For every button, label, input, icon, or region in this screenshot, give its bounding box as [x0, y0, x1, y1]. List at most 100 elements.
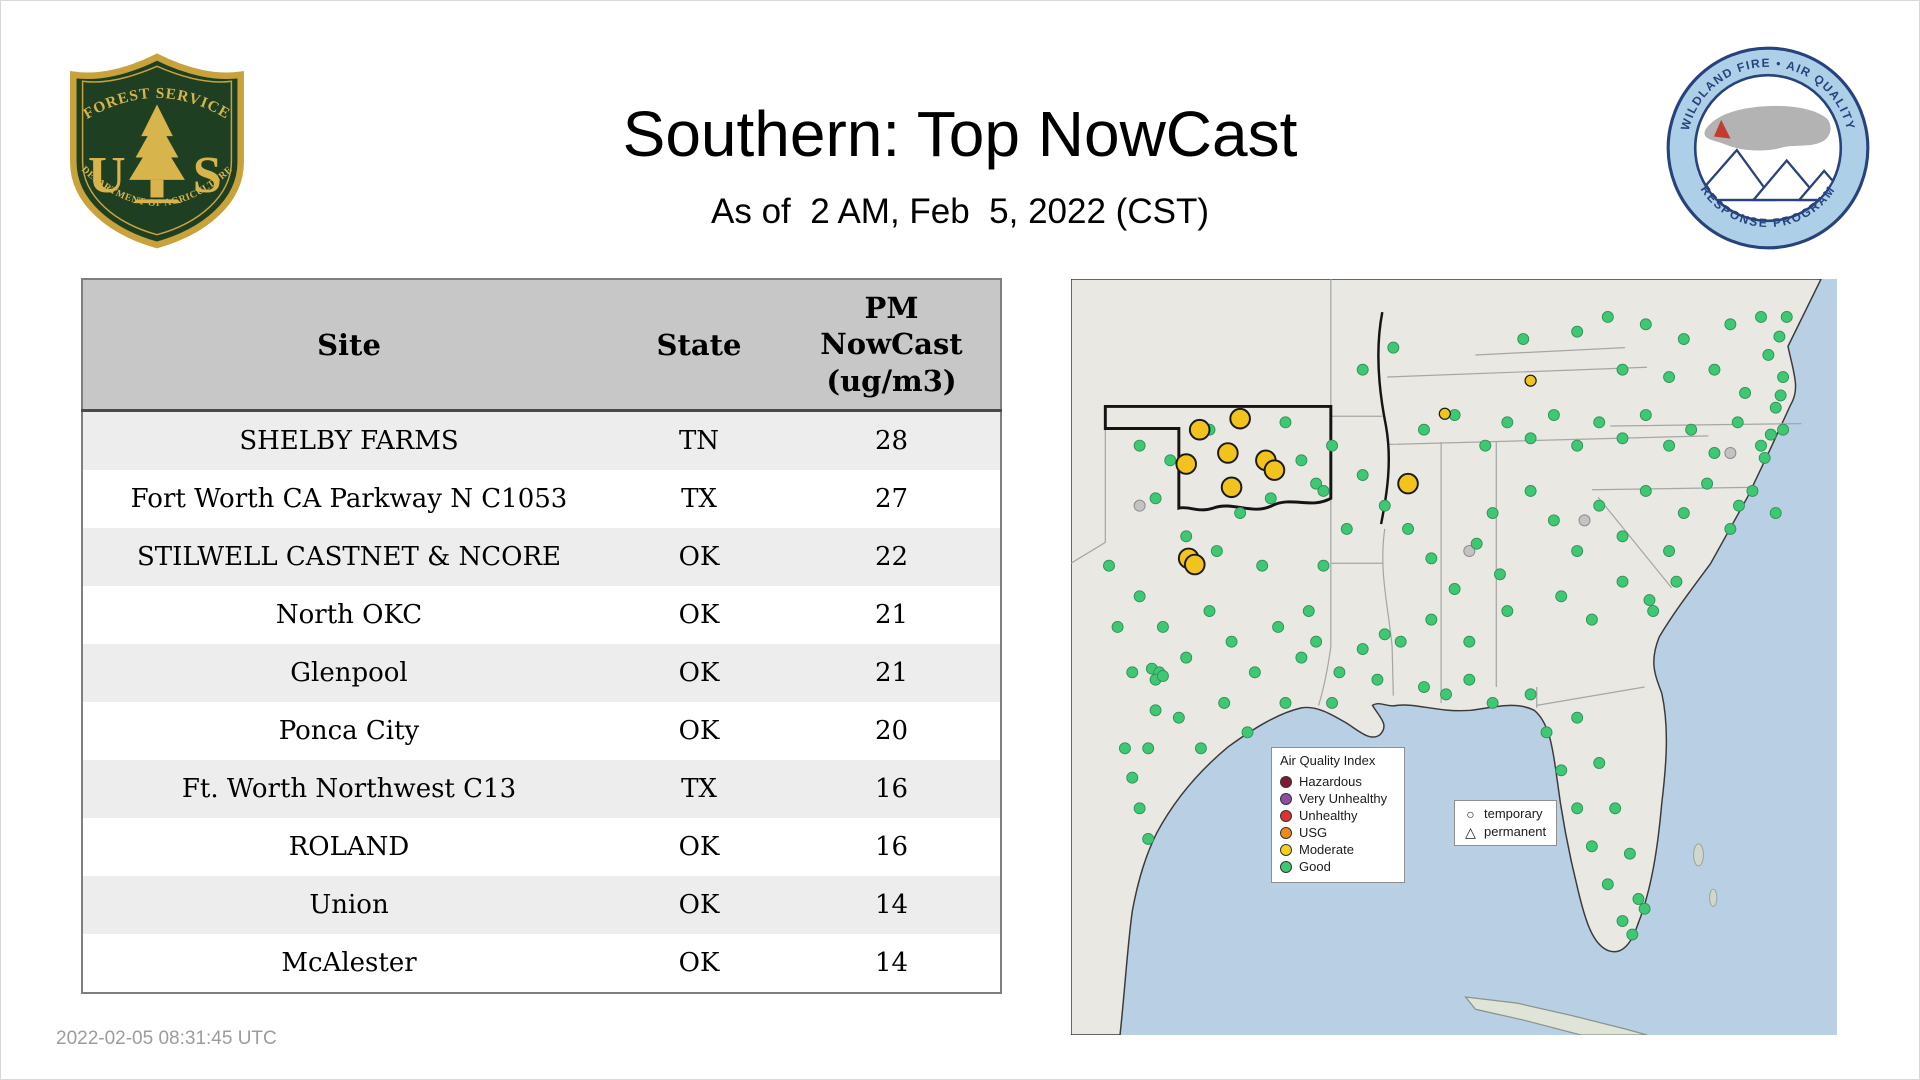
site-dot-good: [1425, 613, 1438, 626]
site-dot-good: [1731, 416, 1744, 429]
site-dot-good: [1103, 559, 1115, 572]
site-dot-good: [1601, 311, 1614, 323]
pm-value-cell: 28: [874, 426, 909, 456]
site-cell: Union: [309, 890, 389, 920]
site-dot-good: [1317, 485, 1330, 497]
site-dot-good: [1708, 447, 1721, 459]
site-cell: ROLAND: [288, 832, 410, 862]
pine-tree-icon: [129, 104, 185, 204]
site-dot-good: [1402, 523, 1414, 535]
aqi-legend-label: Moderate: [1299, 842, 1354, 857]
aqi-legend-items: Hazardous Very Unhealthy Unhealthy USG Moder…: [1280, 773, 1398, 875]
aqi-legend: Air Quality Index Hazardous Very Unhealth…: [1271, 747, 1405, 883]
site-dot-good: [1780, 311, 1793, 323]
site-dot-good: [1555, 590, 1568, 603]
site-dot-nodata: [1133, 499, 1146, 512]
aqi-legend-item: Moderate: [1280, 841, 1398, 858]
bahamas-islands: [1693, 843, 1718, 907]
site-dot-good: [1571, 711, 1584, 724]
map-dots-layer: [1103, 311, 1793, 941]
site-dot-good: [1142, 742, 1155, 755]
site-dot-good: [1593, 499, 1606, 512]
very-unhealthy-dot-icon: [1280, 792, 1292, 805]
marker-row-permanent: △ permanent: [1463, 823, 1546, 840]
site-dot-good: [1547, 514, 1560, 527]
logo-artwork: [1696, 105, 1840, 202]
site-dot-good: [1616, 363, 1629, 376]
pm-value-cell: 22: [874, 542, 909, 572]
state-cell: OK: [678, 658, 720, 688]
site-dot-good: [1418, 681, 1430, 693]
site-dot-good: [1777, 423, 1790, 436]
site-dot-good: [1317, 559, 1330, 572]
site-dot-good: [1210, 545, 1223, 557]
map-svg: [1071, 279, 1837, 1035]
site-dot-good: [1256, 559, 1269, 572]
aqi-legend-label: Hazardous: [1299, 774, 1362, 789]
site-dot-good: [1638, 902, 1651, 915]
state-cell: OK: [678, 832, 720, 862]
site-dot-good: [1295, 651, 1308, 664]
nowcast-table: Site State PM NowCast (ug/m3) SHELBY FAR…: [81, 278, 1002, 994]
site-dot-good: [1310, 477, 1323, 490]
site-dot-good: [1677, 333, 1690, 345]
state-borders: [1071, 279, 1802, 708]
site-dot-good: [1133, 590, 1146, 603]
aqi-legend-item: Unhealthy: [1280, 807, 1398, 824]
moderate-dot-icon: [1280, 843, 1292, 856]
site-dot-good: [1218, 697, 1231, 709]
temporary-label: temporary: [1484, 806, 1543, 821]
usfs-logo: FOREST SERVICE U S DEPARTMENT OF AGRICUL…: [70, 53, 244, 249]
pm-value-cell: 21: [874, 658, 909, 688]
site-dot-nodata: [1724, 446, 1737, 459]
site-dot-good: [1601, 878, 1614, 891]
site-dot-moderate: [1397, 472, 1419, 495]
hazardous-dot-icon: [1280, 775, 1292, 788]
good-dot-icon: [1280, 860, 1292, 873]
site-cell: Ponca City: [278, 716, 420, 746]
usfs-letter-s: S: [193, 147, 222, 204]
site-dot-moderate: [1438, 407, 1451, 420]
site-dot-good: [1524, 688, 1537, 701]
aqi-map: Air Quality Index Hazardous Very Unhealth…: [1071, 279, 1837, 1035]
table-row: ROLAND OK 16: [82, 818, 1001, 876]
site-dot-good: [1142, 833, 1155, 845]
site-dot-good: [1394, 635, 1407, 648]
site-dot-good: [1571, 545, 1584, 557]
site-cell: STILWELL CASTNET & NCORE: [136, 542, 561, 572]
site-dot-good: [1647, 605, 1660, 617]
site-dot-good: [1326, 439, 1338, 452]
site-dot-good: [1677, 507, 1690, 519]
site-dot-good: [1418, 423, 1430, 436]
site-dot-good: [1279, 416, 1292, 429]
site-dot-good: [1118, 742, 1131, 755]
site-dot-good: [1755, 311, 1767, 323]
pm-value-cell: 16: [874, 774, 909, 804]
table-row: McAlester OK 14: [82, 934, 1001, 993]
site-dot-good: [1203, 605, 1216, 617]
site-dot-good: [1272, 621, 1285, 633]
wfaqrp-logo: WILDLAND FIRE • AIR QUALITY RESPONSE PRO…: [1666, 46, 1870, 250]
site-dot-good: [1486, 697, 1499, 709]
site-dot-good: [1164, 454, 1177, 467]
aqi-legend-title: Air Quality Index: [1280, 753, 1376, 768]
site-dot-good: [1774, 389, 1787, 402]
table-row: Glenpool OK 21: [82, 644, 1001, 702]
aqi-legend-label: Unhealthy: [1299, 808, 1358, 823]
site-dot-good: [1670, 575, 1683, 588]
site-dot-good: [1501, 605, 1514, 617]
site-dot-good: [1180, 651, 1193, 664]
site-dot-good: [1755, 439, 1767, 452]
site-cell: Ft. Worth Northwest C13: [181, 774, 517, 804]
site-dot-good: [1126, 666, 1139, 679]
state-cell: OK: [678, 600, 720, 630]
aqi-legend-item: Hazardous: [1280, 773, 1398, 790]
site-dot-moderate: [1175, 453, 1197, 475]
site-dot-good: [1585, 840, 1598, 853]
site-dot-nodata: [1463, 545, 1476, 558]
site-dot-good: [1463, 673, 1476, 686]
site-dot-good: [1463, 635, 1476, 648]
site-dot-good: [1724, 318, 1737, 331]
site-dot-good: [1769, 507, 1782, 519]
site-dot-good: [1764, 428, 1777, 441]
